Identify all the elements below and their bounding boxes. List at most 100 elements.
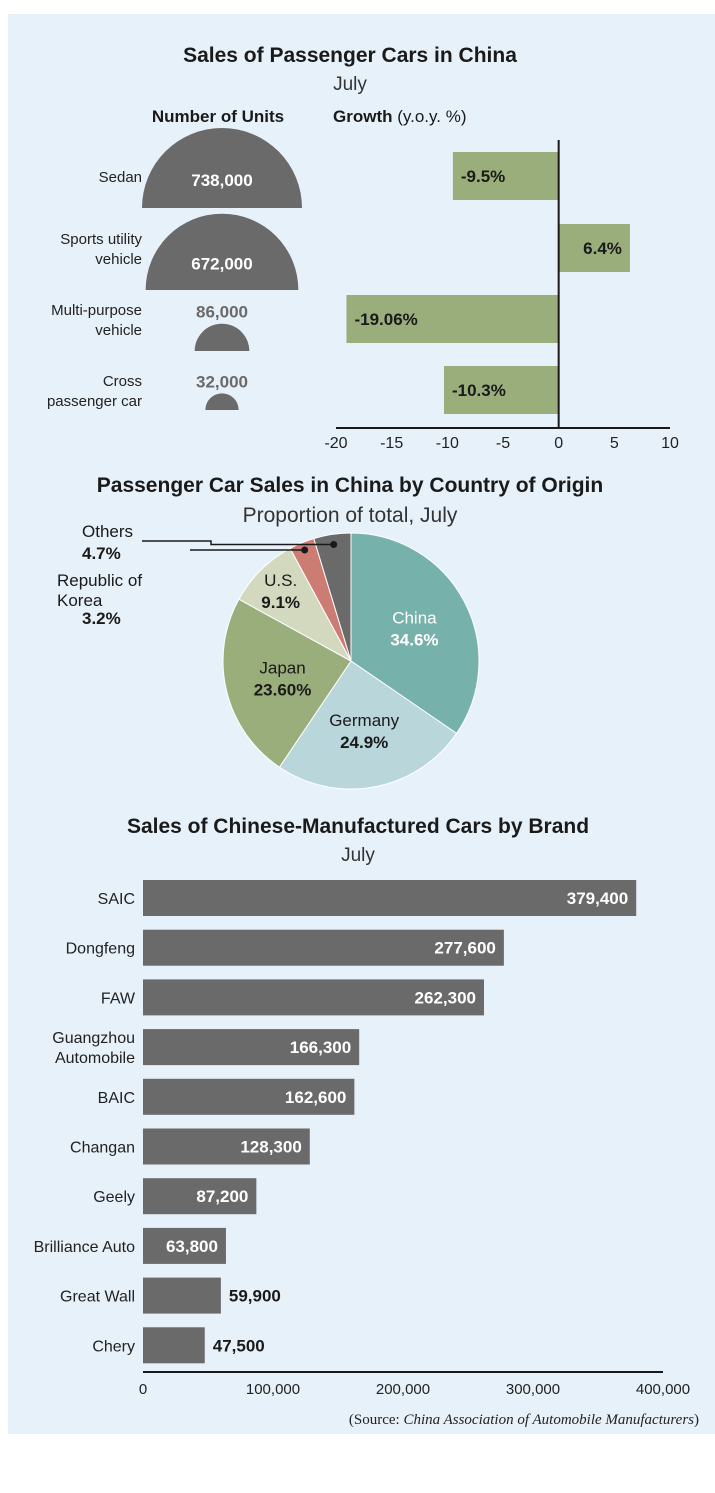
brand-value-label: 277,600 bbox=[434, 939, 495, 958]
brand-value-label: 262,300 bbox=[415, 988, 476, 1007]
brand-bar bbox=[143, 1327, 205, 1364]
growth-value-label: 6.4% bbox=[583, 239, 622, 258]
chart3-title: Sales of Chinese-Manufactured Cars by Br… bbox=[127, 815, 589, 838]
brand-value-label: 59,900 bbox=[229, 1287, 281, 1306]
unit-value-label: 738,000 bbox=[191, 171, 252, 190]
pie-slice-name-label: Germany bbox=[329, 711, 399, 730]
brand-value-label: 166,300 bbox=[290, 1038, 351, 1057]
pie-slice-name-label: U.S. bbox=[264, 571, 297, 590]
pie-slice-name-label: Japan bbox=[259, 659, 305, 678]
chart2-subtitle: Proportion of total, July bbox=[243, 504, 458, 527]
brand-bar bbox=[143, 1029, 360, 1066]
brand-bar bbox=[143, 979, 484, 1016]
source-note: (Source: China Association of Automobile… bbox=[349, 1412, 699, 1429]
growth-bar bbox=[346, 295, 559, 343]
growth-value-label: -10.3% bbox=[452, 381, 506, 400]
brand-name-label-4-line-2: Automobile bbox=[55, 1050, 135, 1067]
brand-bar bbox=[143, 1078, 355, 1115]
pie-slice-value-label: 24.9% bbox=[340, 733, 388, 752]
brand-value-label: 128,300 bbox=[240, 1138, 301, 1157]
growth-x-tick-label: -20 bbox=[324, 435, 347, 452]
chart1-subtitle: July bbox=[333, 74, 367, 95]
pie-slice-value-label: 34.6% bbox=[390, 631, 438, 650]
category-label-2-line-1: Sports utility bbox=[60, 231, 142, 248]
korea-name-label-line-2: Korea bbox=[57, 591, 103, 610]
pie-slice bbox=[313, 532, 352, 662]
brand-x-tick-label: 400,000 bbox=[636, 1381, 690, 1398]
brand-x-tick-label: 0 bbox=[139, 1381, 147, 1398]
growth-bar bbox=[452, 152, 559, 200]
growth-bar bbox=[443, 366, 559, 414]
chart1-title: Sales of Passenger Cars in China bbox=[183, 44, 517, 67]
unit-semicircle bbox=[205, 393, 239, 410]
pie-slice bbox=[350, 532, 480, 735]
others-value-label: 4.7% bbox=[82, 544, 121, 563]
brand-x-tick-label: 200,000 bbox=[376, 1381, 430, 1398]
korea-value-label: 3.2% bbox=[82, 609, 121, 628]
unit-value-label: 672,000 bbox=[191, 254, 252, 273]
brand-name-label-1-line-1: SAIC bbox=[98, 891, 135, 908]
growth-x-tick-label: 5 bbox=[610, 435, 619, 452]
pie-slice-value-label: 9.1% bbox=[261, 593, 300, 612]
brand-name-label-2-line-1: Dongfeng bbox=[66, 941, 135, 958]
brand-bar bbox=[143, 1128, 310, 1165]
brand-value-label: 47,500 bbox=[213, 1336, 265, 1355]
brand-value-label: 87,200 bbox=[196, 1187, 248, 1206]
brand-name-label-5-line-1: BAIC bbox=[98, 1090, 135, 1107]
category-label-3-line-1: Multi-purpose bbox=[51, 302, 142, 319]
brand-name-label-10-line-1: Chery bbox=[92, 1338, 135, 1355]
units-header: Number of Units bbox=[152, 107, 284, 126]
growth-x-tick-label: -5 bbox=[496, 435, 510, 452]
growth-header-unit: (y.o.y. %) bbox=[393, 107, 467, 126]
brand-name-label-7-line-1: Geely bbox=[93, 1189, 135, 1206]
pie-slice bbox=[222, 598, 352, 768]
korea-leader-dot bbox=[301, 546, 309, 554]
category-label-4-line-1: Cross bbox=[103, 373, 142, 390]
source-name: China Association of Automobile Manufact… bbox=[403, 1412, 694, 1428]
korea-name-label-line-1: Republic of bbox=[57, 571, 142, 590]
brand-name-label-8-line-1: Brilliance Auto bbox=[34, 1239, 135, 1256]
brand-bar bbox=[143, 880, 637, 916]
pie-slice-name-label: China bbox=[392, 609, 437, 628]
brand-name-label-9-line-1: Great Wall bbox=[60, 1289, 135, 1306]
brand-bar bbox=[143, 1227, 226, 1264]
unit-semicircle bbox=[194, 323, 250, 351]
brand-name-label-4-line-1: Guangzhou bbox=[52, 1030, 135, 1047]
growth-x-tick-label: -15 bbox=[380, 435, 403, 452]
unit-semicircle bbox=[142, 128, 302, 208]
others-leader-dot bbox=[330, 541, 338, 549]
category-label-4-line-2: passenger car bbox=[47, 393, 142, 410]
chart2-title: Passenger Car Sales in China by Country … bbox=[97, 474, 603, 497]
brand-x-tick-label: 100,000 bbox=[246, 1381, 300, 1398]
brand-value-label: 379,400 bbox=[567, 889, 628, 908]
source-prefix: (Source: bbox=[348, 1412, 404, 1428]
source-suffix: ) bbox=[694, 1412, 699, 1428]
category-label-1-line-1: Sedan bbox=[99, 169, 142, 186]
pie-slice-value-label: 23.60% bbox=[254, 681, 312, 700]
unit-semicircle bbox=[145, 213, 299, 290]
growth-x-tick-label: -10 bbox=[436, 435, 459, 452]
brand-x-tick-label: 300,000 bbox=[506, 1381, 560, 1398]
others-name-label: Others bbox=[82, 522, 133, 541]
growth-value-label: -9.5% bbox=[461, 167, 505, 186]
pie-slice bbox=[278, 660, 458, 790]
category-label-3-line-2: vehicle bbox=[95, 322, 142, 339]
growth-header: Growth (y.o.y. %) bbox=[333, 107, 467, 126]
brand-bar bbox=[143, 1178, 257, 1215]
brand-bar bbox=[143, 929, 504, 966]
brand-bar bbox=[143, 1277, 221, 1314]
growth-value-label: -19.06% bbox=[354, 310, 417, 329]
others-leader-line bbox=[142, 540, 334, 546]
growth-x-tick-label: 10 bbox=[661, 435, 679, 452]
brand-name-label-6-line-1: Changan bbox=[70, 1140, 135, 1157]
unit-value-label: 32,000 bbox=[196, 372, 248, 391]
growth-bar bbox=[558, 224, 630, 272]
brand-value-label: 162,600 bbox=[285, 1088, 346, 1107]
brand-name-label-3-line-1: FAW bbox=[101, 990, 136, 1007]
chart3-subtitle: July bbox=[341, 845, 375, 866]
category-label-2-line-2: vehicle bbox=[95, 251, 142, 268]
brand-value-label: 63,800 bbox=[166, 1237, 218, 1256]
growth-x-tick-label: 0 bbox=[554, 435, 563, 452]
unit-value-label: 86,000 bbox=[196, 303, 248, 322]
